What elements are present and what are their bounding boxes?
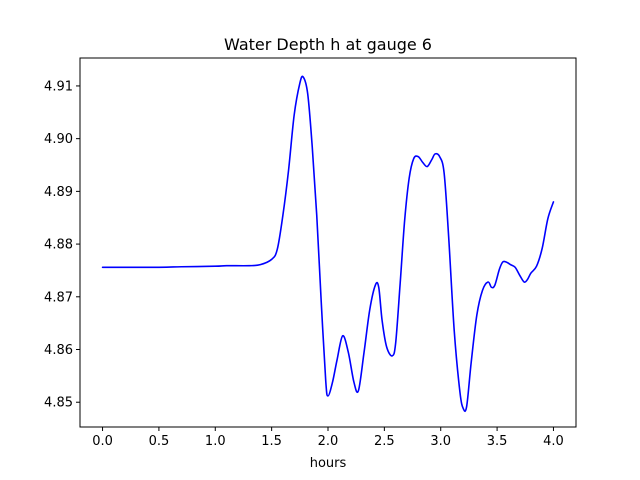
x-tick-label: 3.5	[487, 434, 508, 449]
y-tick-label: 4.85	[44, 396, 73, 411]
y-tick-label: 4.87	[44, 290, 73, 305]
y-tick-label: 4.90	[44, 132, 73, 147]
y-tick-label: 4.91	[44, 79, 73, 94]
x-tick-label: 0.0	[92, 434, 113, 449]
x-tick-label: 2.5	[374, 434, 395, 449]
x-tick-label: 0.5	[149, 434, 170, 449]
plot-area	[101, 75, 555, 413]
plot-frame	[79, 57, 577, 428]
x-tick-label: 2.0	[318, 434, 339, 449]
x-tick-label: 1.5	[261, 434, 282, 449]
series-line	[101, 75, 555, 413]
x-tick-label: 3.0	[430, 434, 451, 449]
x-axis: 0.0 0.5 1.0 1.5 2.0 2.5 3.0 3.5 4.0	[92, 427, 564, 449]
y-tick-label: 4.88	[44, 238, 73, 253]
chart-title: Water Depth h at gauge 6	[224, 35, 432, 54]
y-axis: 4.85 4.86 4.87 4.88 4.89 4.90 4.91	[44, 79, 80, 411]
x-tick-label: 1.0	[205, 434, 226, 449]
x-tick-label: 4.0	[543, 434, 564, 449]
x-axis-label: hours	[310, 456, 347, 471]
y-tick-label: 4.86	[44, 343, 73, 358]
y-tick-label: 4.89	[44, 185, 73, 200]
